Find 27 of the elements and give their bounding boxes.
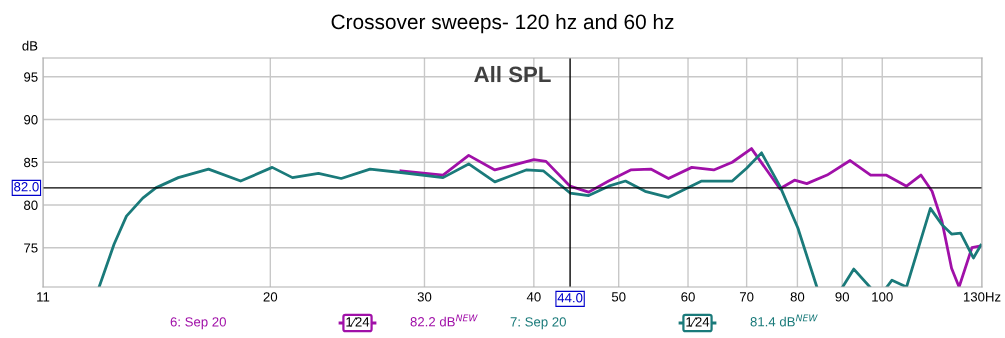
- y-tick-label: 80: [24, 200, 38, 210]
- x-tick-label: 130Hz: [963, 292, 1001, 302]
- x-tick-label: 20: [263, 292, 278, 302]
- x-tick-label: 90: [835, 292, 850, 302]
- y-tick-label: 90: [24, 115, 38, 125]
- y-axis-title: dB: [22, 40, 38, 51]
- x-tick-label: 30: [417, 292, 432, 302]
- text: 1⁄24: [686, 317, 710, 327]
- y-tick-label: 85: [24, 157, 38, 168]
- y-tick-label: 95: [24, 72, 38, 82]
- y-tick-label: 75: [24, 243, 38, 253]
- text: 81.4 dB$^{NEW}$: [750, 314, 818, 327]
- x-tick-label: 80: [790, 292, 805, 302]
- text: 1⁄24: [346, 317, 370, 327]
- chart-title: Crossover sweeps- 120 hz and 60 hz: [331, 13, 674, 34]
- ref-line-label: 44.0: [557, 293, 583, 303]
- x-tick-label: 50: [611, 292, 626, 302]
- text: 82.2 dB$^{NEW}$: [410, 314, 478, 327]
- x-tick-label: 40: [526, 292, 541, 302]
- ref-line-label: 82.0: [14, 182, 39, 192]
- text: 7: Sep 20: [510, 317, 566, 330]
- x-tick-label: 60: [681, 292, 695, 302]
- x-tick-label: 11: [37, 292, 50, 302]
- text: 6: Sep 20: [170, 317, 226, 330]
- x-tick-label: 100: [872, 292, 893, 302]
- x-tick-label: 70: [739, 292, 754, 302]
- annotation: All SPL: [474, 65, 551, 83]
